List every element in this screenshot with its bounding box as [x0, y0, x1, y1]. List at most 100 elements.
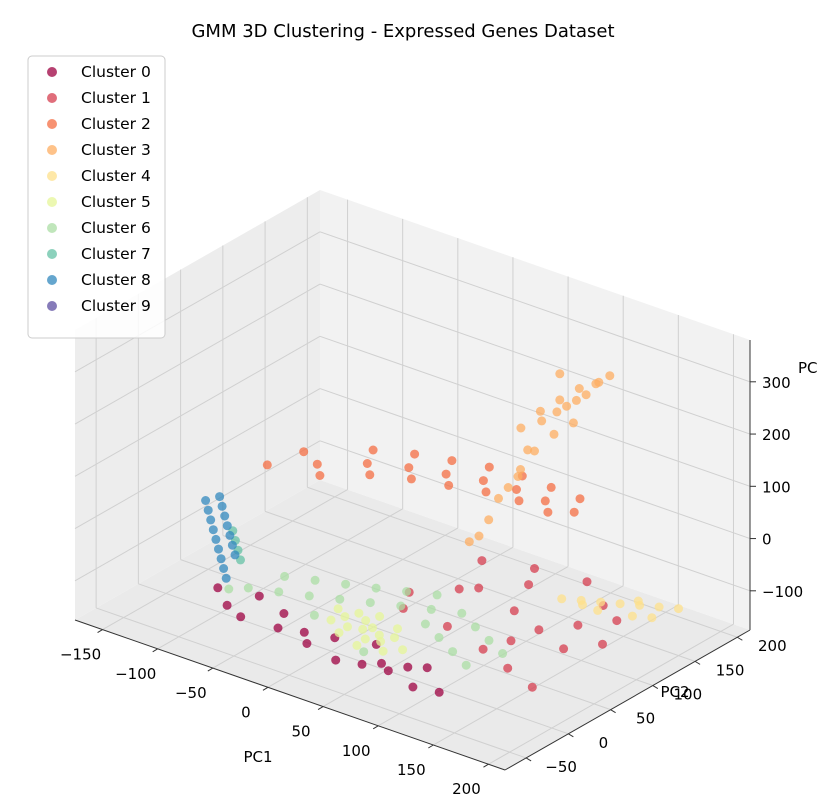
- grid-line: [267, 546, 514, 688]
- axes-grid: [74, 197, 751, 765]
- data-point: [219, 564, 229, 573]
- data-point: [361, 616, 371, 625]
- y-tick-mark: [737, 636, 743, 641]
- data-point: [396, 601, 406, 611]
- data-point: [546, 482, 556, 492]
- x-tick-label: 150: [397, 761, 426, 779]
- y-tick-mark: [610, 709, 616, 714]
- data-point: [312, 459, 322, 469]
- grid-line: [488, 623, 734, 765]
- legend-frame: [27, 55, 166, 339]
- data-point: [474, 583, 484, 593]
- x-tick-mark: [262, 686, 269, 691]
- legend-marker: [47, 197, 57, 207]
- data-point: [315, 471, 325, 480]
- legend-label: Cluster 7: [81, 245, 151, 263]
- data-point: [654, 602, 664, 612]
- data-point: [571, 395, 581, 405]
- data-point: [481, 487, 491, 497]
- data-point: [535, 406, 545, 416]
- y-tick-label: −50: [545, 758, 577, 776]
- data-point: [334, 628, 344, 638]
- data-point: [377, 658, 386, 668]
- data-point: [310, 575, 320, 585]
- data-point: [503, 663, 513, 673]
- x-tick-label: 200: [452, 780, 481, 798]
- grid-line: [74, 388, 321, 529]
- data-point: [410, 449, 420, 459]
- legend-marker: [47, 301, 57, 311]
- y-tick-label: 50: [636, 710, 655, 728]
- data-point: [217, 501, 227, 511]
- data-point: [555, 369, 565, 379]
- data-point: [357, 659, 367, 669]
- data-point: [403, 662, 413, 672]
- data-point: [262, 460, 272, 470]
- z-tick-label: 300: [762, 374, 791, 392]
- data-point: [354, 608, 364, 618]
- data-point: [352, 640, 362, 650]
- z-tick-label: 200: [762, 426, 791, 444]
- data-point: [593, 605, 603, 615]
- data-point: [549, 429, 559, 439]
- data-point: [222, 521, 232, 531]
- data-point: [478, 476, 488, 486]
- x-tick-label: −100: [115, 665, 156, 683]
- data-point: [371, 583, 381, 593]
- data-point: [555, 395, 565, 405]
- data-point: [273, 623, 283, 633]
- floor-pane: [75, 480, 750, 770]
- x-tick-label: −150: [60, 646, 101, 664]
- data-point: [464, 537, 474, 547]
- legend-marker: [47, 67, 57, 77]
- data-point: [236, 612, 246, 622]
- x-tick-mark: [372, 725, 379, 730]
- data-point: [201, 496, 211, 505]
- data-point: [434, 633, 444, 642]
- data-point: [299, 447, 309, 457]
- z-tick-label: −100: [762, 583, 803, 601]
- grid-line: [74, 283, 321, 425]
- data-point: [214, 544, 223, 554]
- data-point: [615, 599, 625, 609]
- data-point: [540, 496, 550, 506]
- data-point: [343, 622, 352, 632]
- legend: Cluster 0 Cluster 1 Cluster 2 Cluster 3 Clus…: [27, 55, 166, 339]
- legend-label: Cluster 3: [81, 141, 151, 159]
- grid-line: [319, 335, 751, 487]
- data-point: [368, 623, 377, 633]
- y-tick-mark: [525, 757, 532, 762]
- data-point: [208, 525, 218, 535]
- data-point: [211, 534, 221, 544]
- data-point: [537, 416, 547, 426]
- x-tick-label: −50: [175, 684, 207, 702]
- data-point: [358, 624, 368, 634]
- grid-line: [307, 486, 738, 638]
- data-point: [309, 610, 319, 620]
- data-point: [523, 445, 533, 455]
- z-axis-label: PC: [798, 359, 818, 377]
- data-point: [359, 647, 369, 657]
- legend-marker: [47, 93, 57, 103]
- data-point: [478, 644, 488, 654]
- grid-line: [138, 583, 569, 735]
- data-point: [461, 660, 471, 670]
- data-point: [530, 564, 539, 573]
- legend-label: Cluster 9: [81, 297, 151, 315]
- data-point: [404, 463, 414, 473]
- legend-marker: [47, 171, 57, 181]
- x-axis-label: PC1: [243, 748, 272, 766]
- data-point: [442, 621, 452, 631]
- x-tick-mark: [483, 763, 489, 768]
- legend-marker: [47, 145, 57, 155]
- data-point: [326, 615, 336, 625]
- data-point: [227, 540, 237, 550]
- legend-marker: [47, 275, 57, 285]
- data-point: [633, 596, 643, 606]
- x-tick-label: 100: [342, 742, 371, 760]
- z-tick-label: 100: [762, 478, 791, 496]
- data-point: [365, 470, 375, 480]
- data-point: [530, 446, 539, 456]
- legend-label: Cluster 6: [81, 219, 151, 237]
